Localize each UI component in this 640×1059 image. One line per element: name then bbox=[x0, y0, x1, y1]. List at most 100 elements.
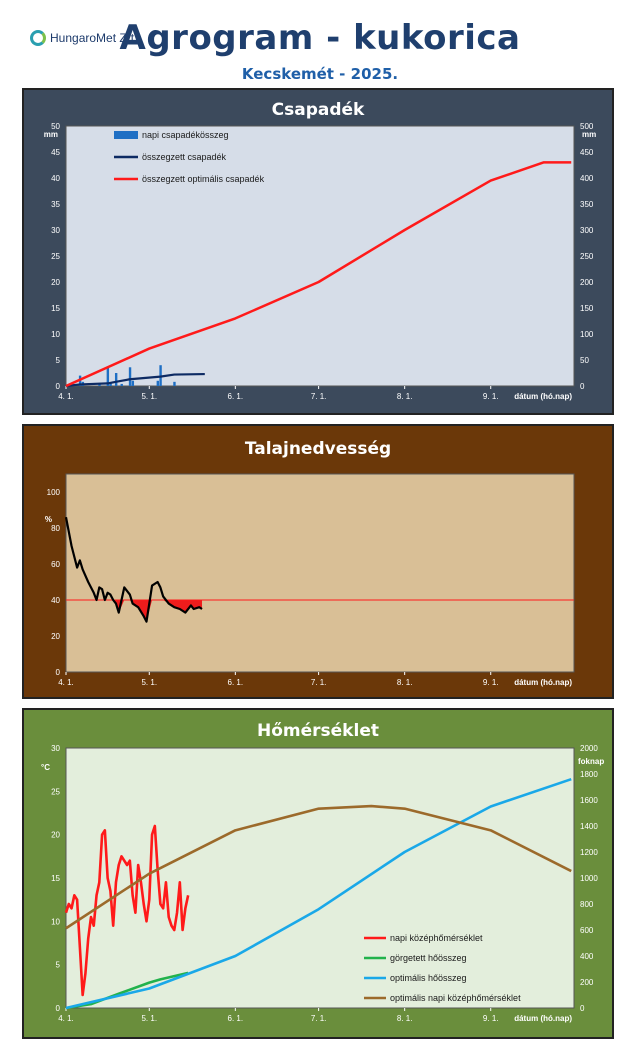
y-right-tick-label: 350 bbox=[580, 200, 594, 209]
legend-label: összegzett csapadék bbox=[142, 152, 227, 162]
y-tick-label: 100 bbox=[47, 488, 61, 497]
series-line-2 bbox=[65, 161, 572, 388]
chart-temperature: Hőmérséklet 0 5 10 15 20 25 30 0 200 400 600 800 1000… bbox=[41, 721, 604, 1023]
x-tick-label: 4. 1. bbox=[58, 1014, 74, 1023]
y-right-tick-label: 50 bbox=[580, 356, 589, 365]
x-tick-label: 6. 1. bbox=[228, 1014, 244, 1023]
y-right-tick-label: 1600 bbox=[580, 796, 598, 805]
page-subtitle: Kecskemét - 2025. bbox=[241, 65, 399, 83]
y-right-tick-label: 2000 bbox=[580, 744, 598, 753]
precip-bar bbox=[128, 367, 132, 386]
precip-bar bbox=[156, 380, 160, 386]
x-tick-label: 8. 1. bbox=[397, 1014, 413, 1023]
x-tick-label: 9. 1. bbox=[483, 1014, 499, 1023]
y-right-tick-label: 1800 bbox=[580, 770, 598, 779]
y-tick-label: 80 bbox=[51, 524, 60, 533]
plot-area bbox=[65, 125, 575, 387]
y-right-tick-label: 1000 bbox=[580, 874, 598, 883]
y-right-tick-label: 600 bbox=[580, 926, 594, 935]
y-right-tick-label: 200 bbox=[580, 278, 594, 287]
precip-bar bbox=[114, 373, 118, 386]
chart-soil-moisture: Talajnedvesség 0 20 40 60 80 100% 4. 1. 5. 1. 6. … bbox=[45, 439, 575, 687]
y-right-tick-label: 300 bbox=[580, 226, 594, 235]
y-unit: % bbox=[45, 515, 52, 524]
y-tick-label: 20 bbox=[51, 632, 60, 641]
precip-bar bbox=[131, 380, 135, 386]
x-tick-label: 5. 1. bbox=[141, 392, 157, 401]
x-tick-label: 5. 1. bbox=[141, 678, 157, 687]
chart-title: Hőmérséklet bbox=[257, 721, 379, 741]
chart-precipitation: Csapadék05101520253035404550050100150200… bbox=[44, 100, 596, 401]
x-tick-label: 9. 1. bbox=[483, 392, 499, 401]
y-right-tick-label: 800 bbox=[580, 900, 594, 909]
y-tick-label: 40 bbox=[51, 596, 60, 605]
y-right-unit: foknap bbox=[578, 757, 604, 766]
legend-swatch bbox=[114, 131, 138, 139]
x-tick-label: 8. 1. bbox=[397, 392, 413, 401]
y-left-tick-label: 50 bbox=[51, 122, 60, 131]
x-tick-label: 7. 1. bbox=[311, 1014, 327, 1023]
y-left-tick-label: 0 bbox=[56, 1004, 61, 1013]
chart-panel-precipitation: Csapadék 0 5 10 15 20 25 30 35 40 45 50 0 50 100 150 200… bbox=[22, 88, 614, 415]
hungaromet-logo-icon bbox=[30, 30, 46, 46]
legend-label: optimális hőösszeg bbox=[390, 973, 467, 983]
legend-label: optimális napi középhőmérséklet bbox=[390, 993, 521, 1003]
y-left-tick-label: 30 bbox=[51, 744, 60, 753]
y-left-tick-label: 35 bbox=[51, 200, 60, 209]
y-left-tick-label: 0 bbox=[56, 382, 61, 391]
legend-label: napi középhőmérséklet bbox=[390, 933, 483, 943]
precip-bar bbox=[173, 381, 176, 386]
precip-bar bbox=[109, 383, 112, 386]
y-right-tick-label: 450 bbox=[580, 148, 594, 157]
x-axis-label: dátum (hó.nap) bbox=[514, 678, 572, 687]
chart-panel-temperature: Hőmérséklet 0 5 10 15 20 25 30 0 200 400 600 800 1000… bbox=[22, 708, 614, 1039]
y-right-tick-label: 500 bbox=[580, 122, 594, 131]
y-left-tick-label: 20 bbox=[51, 278, 60, 287]
series-line-0 bbox=[64, 824, 190, 997]
x-tick-label: 8. 1. bbox=[397, 678, 413, 687]
x-tick-label: 7. 1. bbox=[311, 678, 327, 687]
plot-area bbox=[65, 473, 575, 673]
legend-label: görgetett hőösszeg bbox=[390, 953, 467, 963]
y-left-tick-label: 15 bbox=[51, 304, 60, 313]
chart-title: Csapadék bbox=[272, 100, 365, 120]
y-right-tick-label: 1200 bbox=[580, 848, 598, 857]
y-left-tick-label: 30 bbox=[51, 226, 60, 235]
y-right-unit: mm bbox=[582, 130, 596, 139]
x-tick-label: 9. 1. bbox=[483, 678, 499, 687]
y-left-tick-label: 10 bbox=[51, 330, 60, 339]
y-right-tick-label: 150 bbox=[580, 304, 594, 313]
y-left-unit: °C bbox=[41, 763, 50, 772]
y-left-tick-label: 25 bbox=[51, 787, 60, 796]
y-left-tick-label: 25 bbox=[51, 252, 60, 261]
y-right-tick-label: 100 bbox=[580, 330, 594, 339]
x-tick-label: 6. 1. bbox=[228, 392, 244, 401]
soil-moisture-line bbox=[64, 516, 203, 623]
chart-panel-soil-moisture: Talajnedvesség 0 20 40 60 80 100% 4. 1. 5. 1. 6. … bbox=[22, 424, 614, 699]
x-tick-label: 7. 1. bbox=[311, 392, 327, 401]
x-tick-label: 6. 1. bbox=[228, 678, 244, 687]
y-tick-label: 60 bbox=[51, 560, 60, 569]
series-line-1 bbox=[65, 372, 205, 388]
legend-label: összegzett optimális csapadék bbox=[142, 174, 265, 184]
y-left-tick-label: 10 bbox=[51, 917, 60, 926]
y-left-tick-label: 20 bbox=[51, 831, 60, 840]
precip-bar bbox=[120, 383, 123, 386]
series-line-2 bbox=[65, 777, 572, 1010]
series-line-1 bbox=[65, 971, 189, 1010]
series-line-3 bbox=[65, 804, 572, 930]
y-right-tick-label: 200 bbox=[580, 978, 594, 987]
legend-label: napi csapadékösszeg bbox=[142, 130, 229, 140]
x-tick-label: 5. 1. bbox=[141, 1014, 157, 1023]
y-left-unit: mm bbox=[44, 130, 58, 139]
y-left-tick-label: 45 bbox=[51, 148, 60, 157]
y-left-tick-label: 5 bbox=[56, 961, 61, 970]
y-tick-label: 0 bbox=[56, 668, 61, 677]
y-left-tick-label: 15 bbox=[51, 874, 60, 883]
logo-text: HungaroMet Zrt. bbox=[50, 31, 138, 45]
y-right-tick-label: 400 bbox=[580, 174, 594, 183]
y-right-tick-label: 250 bbox=[580, 252, 594, 261]
hungaromet-logo: HungaroMet Zrt. bbox=[30, 30, 137, 46]
chart-title: Talajnedvesség bbox=[245, 439, 391, 459]
y-right-tick-label: 1400 bbox=[580, 822, 598, 831]
